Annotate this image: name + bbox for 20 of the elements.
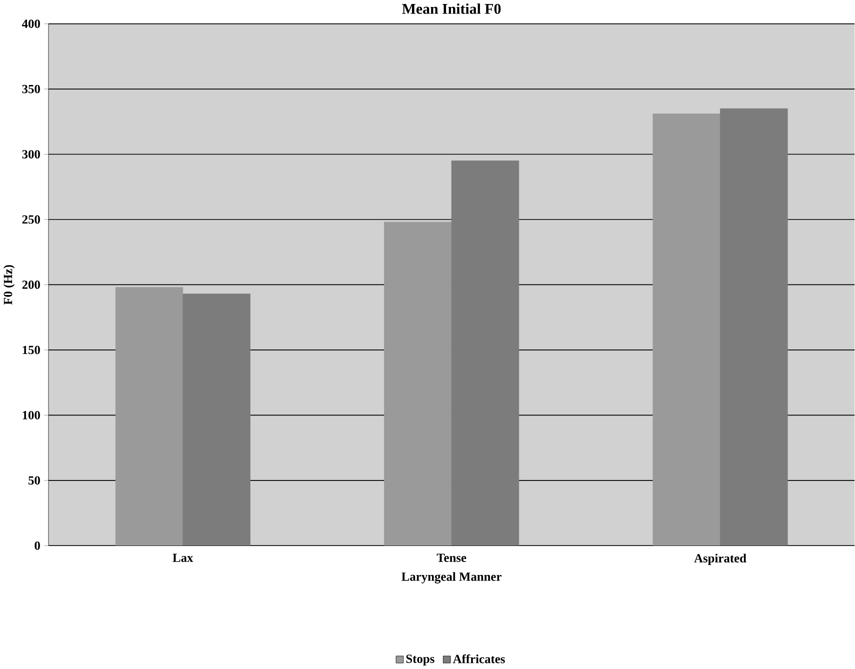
bar [652,114,720,546]
y-tick-label: 300 [22,150,40,159]
legend-label: Stops [406,654,434,666]
y-tick-label: 0 [34,542,40,550]
y-tick-label: 350 [22,84,40,94]
x-tick-label: Lax [172,554,194,562]
y-tick-label: 200 [22,280,40,289]
x-tick-label: Tense [436,554,466,562]
y-tick-label: 250 [22,215,40,224]
x-axis-title: Laryngeal Manner [402,572,502,584]
y-tick-label: 100 [22,411,40,420]
y-tick-label: 400 [22,20,40,28]
y-tick-label: 50 [28,476,40,485]
y-axis-title: F0 (Hz) [3,265,15,305]
x-tick-label: Aspirated [694,554,746,566]
legend-label: Affricates [452,654,505,664]
y-tick-label: 150 [22,346,40,354]
bar [384,222,452,546]
chart-title: Mean Initial F0 [402,4,501,14]
bar [115,287,184,546]
